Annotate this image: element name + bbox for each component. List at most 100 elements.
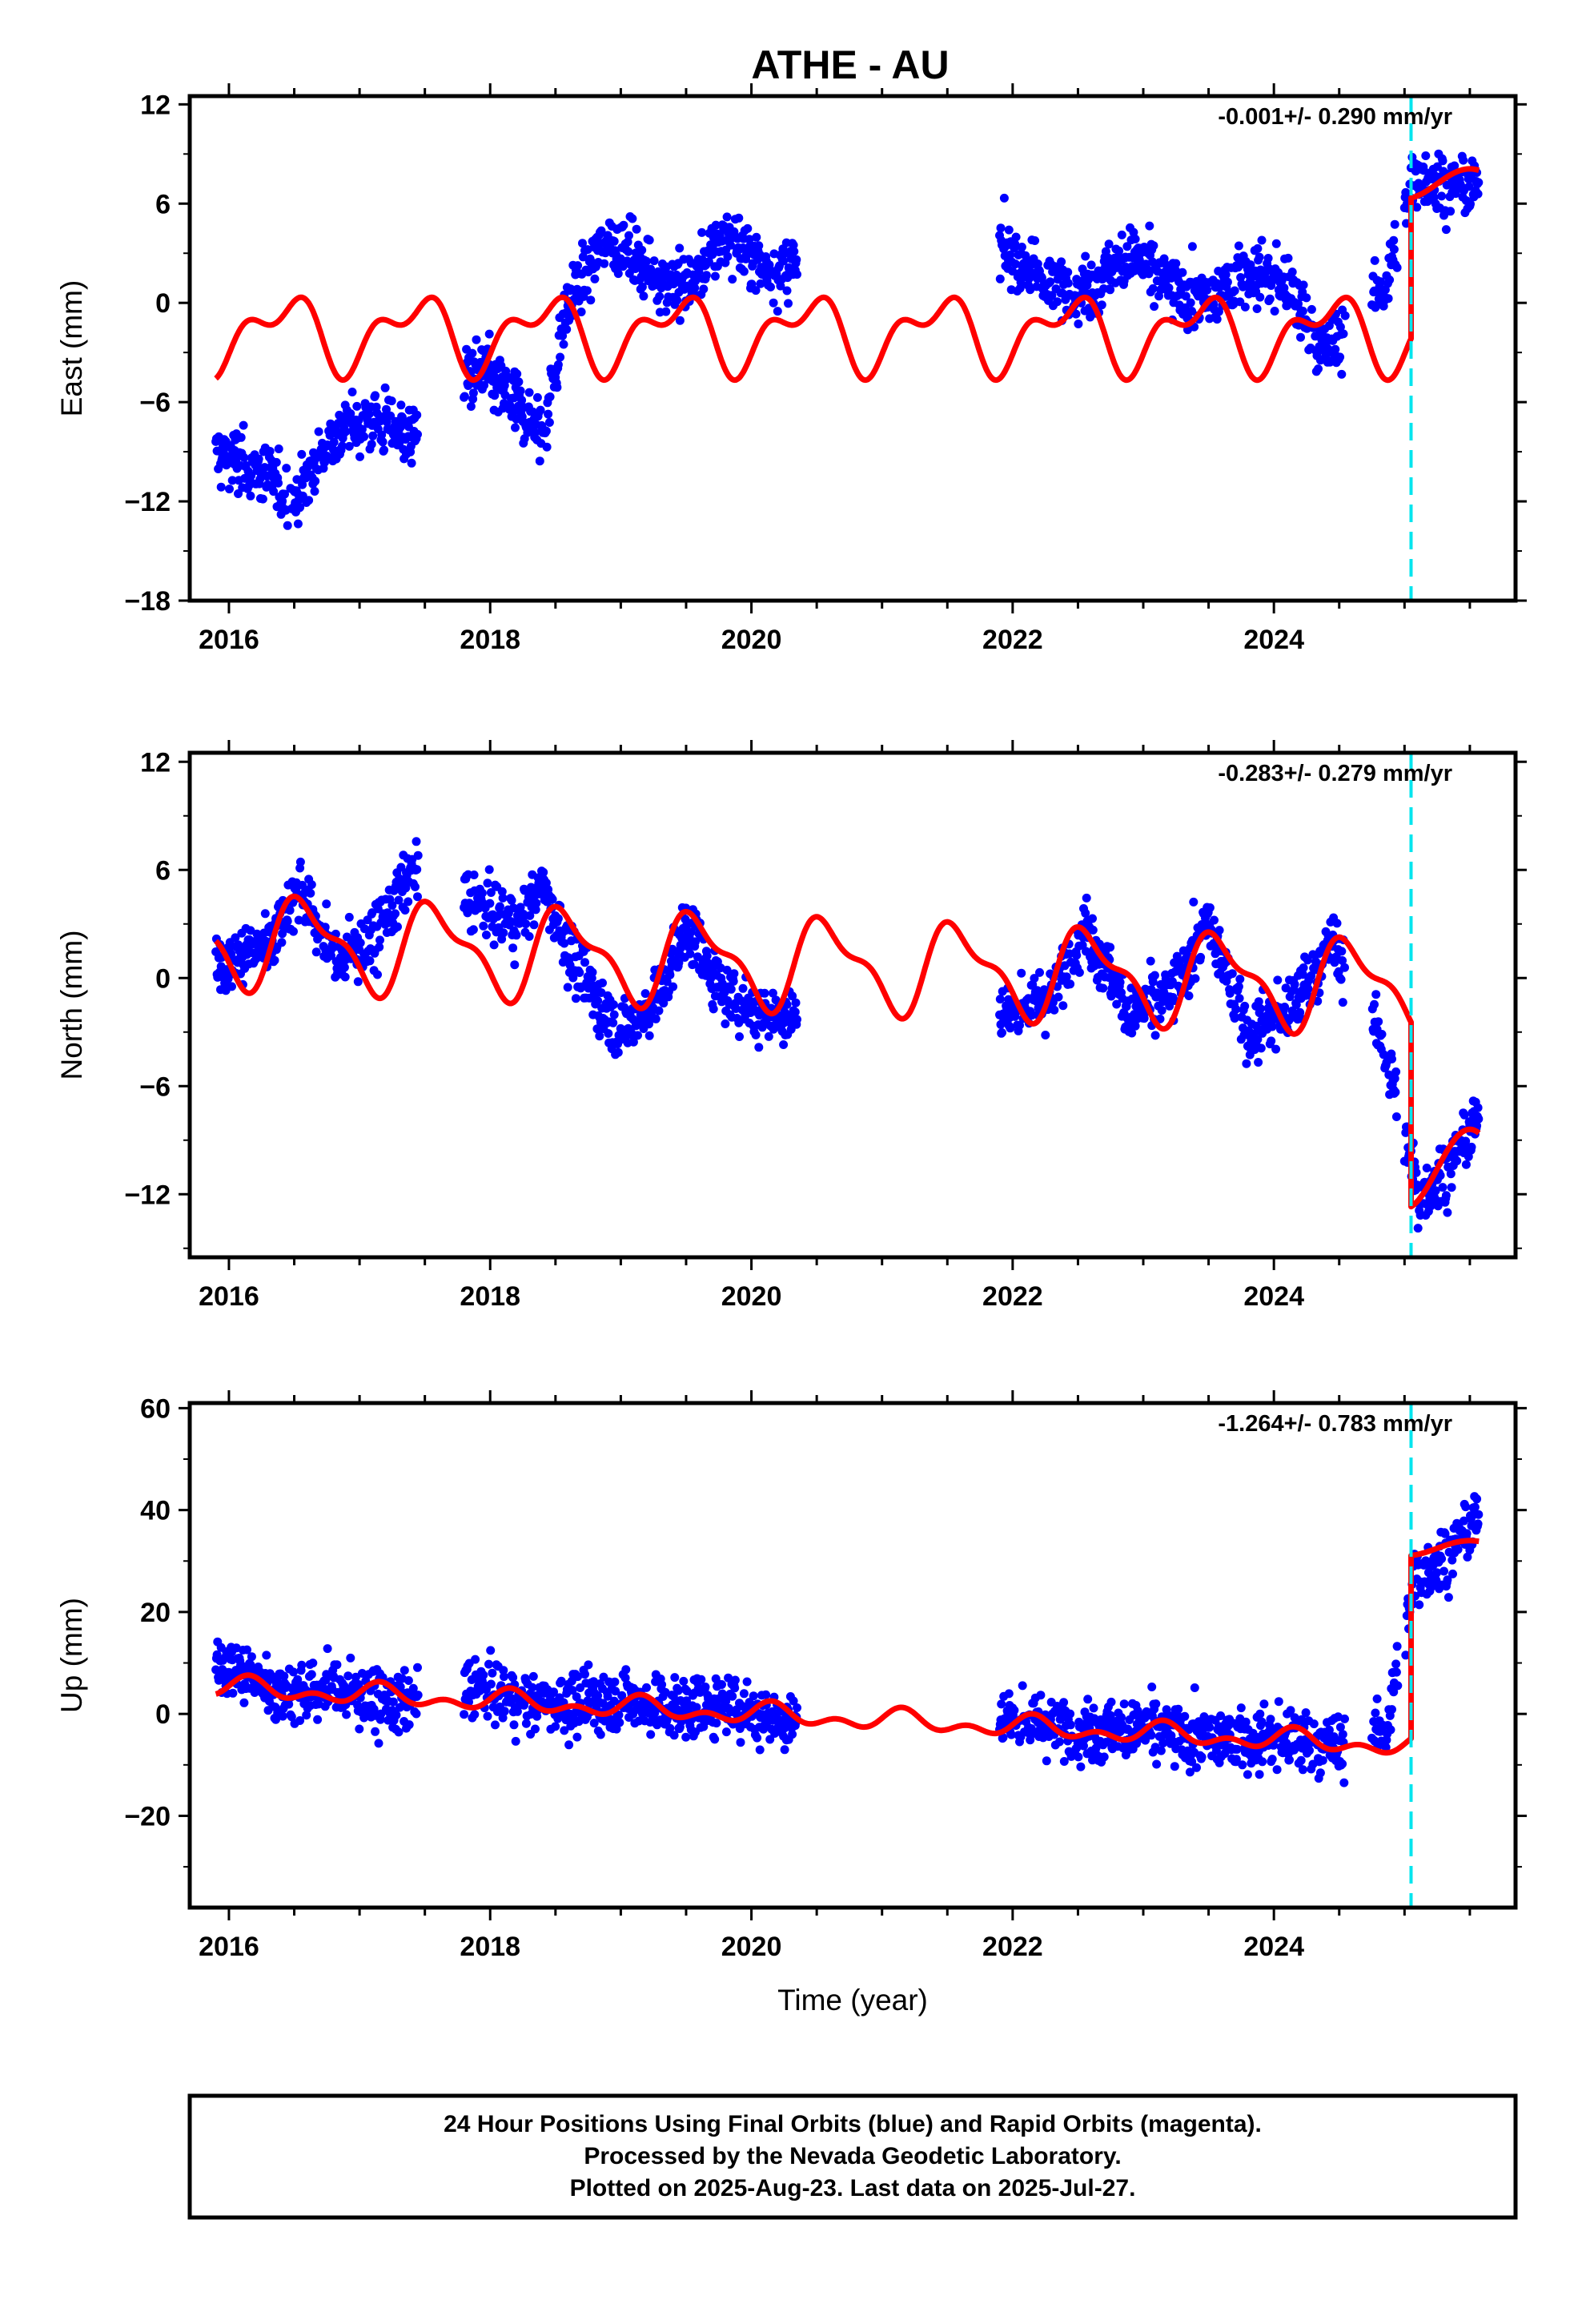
data-point [1243, 1770, 1252, 1779]
data-point [1256, 1004, 1265, 1013]
caption-line-1: 24 Hour Positions Using Final Orbits (bl… [444, 2111, 1262, 2137]
data-point [1339, 1778, 1349, 1787]
data-point [1030, 236, 1040, 245]
data-point [1287, 267, 1297, 277]
data-point [670, 1673, 680, 1683]
data-point [400, 906, 410, 915]
data-point [608, 1000, 618, 1009]
data-point [573, 261, 583, 271]
data-point [1303, 955, 1312, 965]
x-tick-label: 2016 [199, 1281, 259, 1312]
data-point [1290, 979, 1299, 989]
data-point [412, 865, 422, 875]
north-panel: 2016 2018 2020 2022 2024 −12 −6 0 6 12 North (mm) -… [55, 740, 1527, 1312]
data-point [1270, 307, 1279, 316]
east-panel: 2016 2018 2020 2022 2024 −18 −12 −6 0 6 12 East (mm… [55, 83, 1527, 655]
data-point [293, 519, 303, 529]
data-point [1066, 979, 1075, 989]
data-point [541, 426, 551, 436]
data-point [1452, 1156, 1462, 1166]
data-point [484, 329, 494, 339]
y-tick-label: −12 [124, 487, 171, 517]
y-tick-label: 40 [140, 1496, 171, 1526]
data-point [1263, 254, 1273, 263]
data-point [413, 1663, 422, 1672]
data-point [396, 423, 405, 432]
data-point [580, 1670, 589, 1679]
data-point [1296, 1755, 1306, 1765]
data-point [610, 1677, 620, 1687]
data-point [1376, 277, 1385, 287]
data-point [1221, 270, 1231, 279]
data-point [1286, 1706, 1295, 1715]
data-point [293, 1675, 303, 1684]
data-point [512, 1707, 522, 1716]
data-point [1438, 1183, 1447, 1192]
data-point [665, 1723, 675, 1733]
data-point [236, 432, 246, 442]
caption-line-2: Processed by the Nevada Geodetic Laborat… [584, 2143, 1121, 2169]
data-point [1170, 1762, 1179, 1771]
data-point [231, 933, 240, 943]
data-point [788, 1730, 797, 1739]
data-point [1127, 1028, 1137, 1038]
data-point [532, 392, 542, 402]
y-tick-label: 0 [155, 1699, 171, 1730]
data-point [274, 478, 283, 488]
data-point [749, 1691, 758, 1701]
x-tick-label: 2018 [460, 1932, 520, 1962]
data-point [216, 482, 226, 492]
data-point [394, 895, 404, 905]
data-point [1230, 286, 1239, 296]
x-tick-label: 2020 [721, 1932, 782, 1962]
data-point [265, 447, 275, 456]
data-point [413, 892, 422, 902]
data-point [1448, 1569, 1457, 1578]
data-point [1097, 300, 1106, 310]
data-point [352, 401, 362, 411]
data-point [717, 1680, 726, 1689]
data-point [1472, 1494, 1482, 1504]
data-point [1187, 242, 1197, 251]
data-point [1241, 1717, 1251, 1727]
y-tick-label: 12 [140, 747, 171, 778]
east-plot-frame [187, 94, 1518, 603]
data-point [1010, 259, 1020, 269]
data-point [1271, 1044, 1281, 1054]
data-point [1010, 1706, 1019, 1715]
data-point [1474, 1114, 1484, 1124]
data-point [1184, 991, 1194, 1000]
data-point [225, 485, 234, 494]
data-point [342, 1710, 351, 1719]
data-point [484, 1659, 493, 1669]
data-point [258, 494, 267, 504]
data-point [285, 906, 295, 915]
data-point [332, 1660, 342, 1670]
data-point [753, 1733, 762, 1743]
data-point [1146, 1731, 1156, 1740]
data-point [1216, 1711, 1226, 1720]
data-point [644, 1031, 654, 1040]
up-plot-frame [187, 1401, 1518, 1910]
data-point [1254, 1058, 1263, 1067]
data-point [1082, 893, 1091, 903]
data-point [1106, 285, 1115, 295]
data-point [675, 243, 685, 253]
data-point [1205, 1723, 1215, 1732]
north-velocity-rate: -0.283+/- 0.279 mm/yr [1218, 761, 1452, 786]
data-point [486, 1679, 496, 1689]
data-point [1191, 974, 1200, 983]
data-point [479, 1671, 488, 1680]
data-point [466, 402, 476, 411]
data-point [411, 882, 420, 891]
data-point [1389, 235, 1399, 245]
data-point [254, 454, 263, 464]
data-point [747, 279, 757, 289]
data-point [514, 377, 524, 387]
data-point [1387, 1054, 1396, 1063]
data-point [524, 931, 534, 941]
data-point [600, 259, 609, 268]
caption-line-3: Plotted on 2025-Aug-23. Last data on 202… [570, 2175, 1136, 2201]
x-tick-label: 2016 [199, 1932, 259, 1962]
x-tick-label: 2018 [460, 1281, 520, 1312]
